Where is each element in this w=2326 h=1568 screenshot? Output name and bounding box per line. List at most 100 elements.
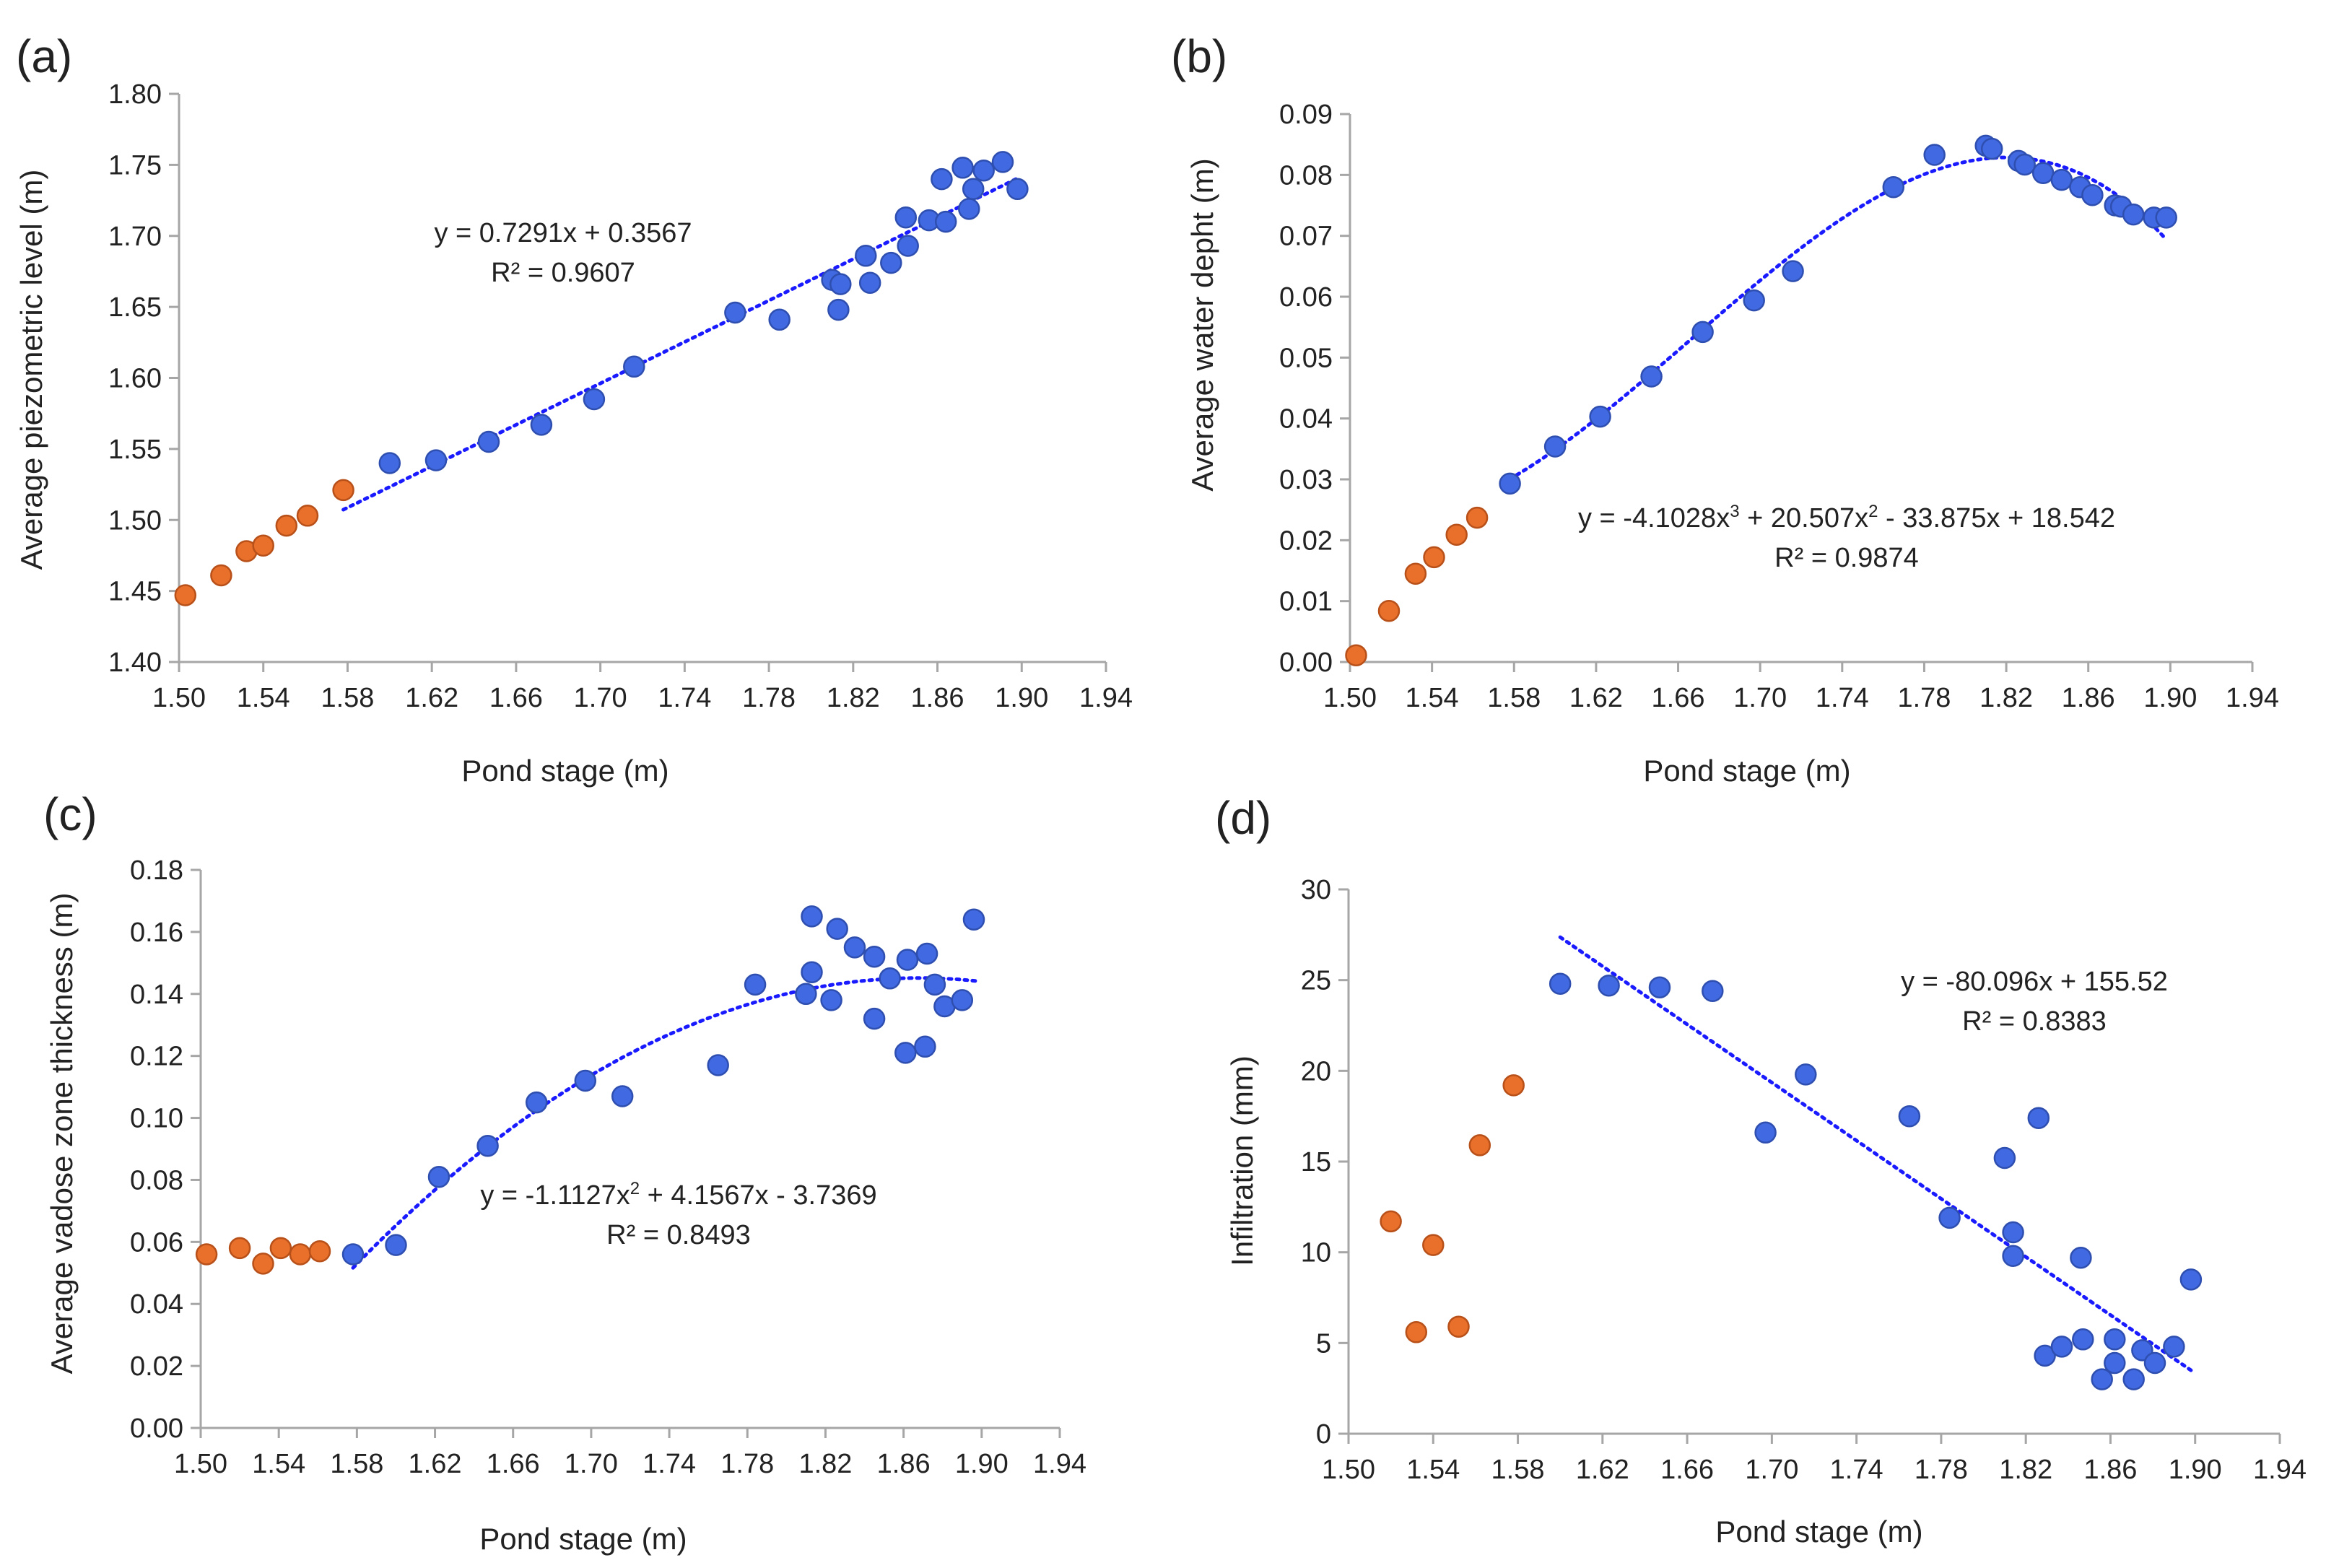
y-tick-label: 0.01 [1279, 587, 1333, 617]
data-point-post [2050, 1336, 2073, 1358]
panel-label: (c) [43, 788, 97, 840]
x-tick-label: 1.86 [2083, 1455, 2137, 1485]
data-point-post [1006, 178, 1029, 201]
y-axis-label: Infiltration (mm) [1225, 1055, 1259, 1266]
x-tick-label: 1.50 [1322, 1455, 1375, 1485]
data-point-post [863, 1007, 886, 1030]
data-point-post [991, 151, 1014, 173]
data-point-pre [269, 1237, 292, 1260]
x-tick-label: 1.74 [1816, 683, 1869, 713]
trend-r2: R² = 0.8383 [1962, 1006, 2107, 1037]
x-tick-label: 1.90 [995, 683, 1048, 713]
data-point-post [879, 967, 901, 990]
panel-d: (d) 1.50 1.54 1.58 1.62 1.66 1.70 1.74 1.78 1.82… [1215, 792, 2307, 1549]
eq-part: y = -4.1028x [1578, 503, 1730, 533]
y-tick-label: 0 [1316, 1419, 1331, 1450]
data-point-post [923, 973, 946, 996]
eq-exponent: 2 [1868, 502, 1878, 521]
data-point-pre [1404, 562, 1427, 585]
x-tick-label: 1.66 [1652, 683, 1705, 713]
y-tick-label: 0.04 [1279, 404, 1333, 435]
data-point-post [574, 1069, 597, 1092]
x-tick-label: 1.54 [1406, 1455, 1460, 1485]
data-point-post [2104, 1351, 2126, 1375]
data-point-post [915, 942, 938, 965]
x-tick-label: 1.74 [658, 683, 711, 713]
x-tick-label: 1.62 [409, 1449, 462, 1479]
data-point-pre [1422, 1234, 1445, 1256]
data-point-post [378, 452, 401, 474]
y-tick-label: 1.70 [108, 222, 162, 252]
data-point-post [724, 301, 746, 324]
data-point-pre [1380, 1210, 1402, 1233]
eq-part: - 33.875x + 18.542 [1878, 503, 2115, 533]
data-point-post [829, 273, 852, 295]
data-point-post [2163, 1336, 2185, 1358]
data-point-post [1743, 289, 1765, 312]
data-point-post [2155, 206, 2177, 229]
data-point-post [768, 308, 790, 331]
data-point-post [2034, 1344, 2056, 1367]
x-tick-label: 1.90 [955, 1449, 1009, 1479]
data-point-post [826, 918, 848, 940]
x-tick-label: 1.58 [1491, 1455, 1545, 1485]
data-point-post [477, 430, 500, 453]
data-point-pre [1445, 523, 1468, 546]
y-tick-label: 1.55 [108, 435, 162, 465]
y-tick-label: 0.02 [130, 1351, 183, 1382]
x-tick-label: 1.74 [1830, 1455, 1883, 1485]
data-point-post [525, 1091, 548, 1114]
x-tick-label: 1.50 [1323, 683, 1377, 713]
data-point-pre [1423, 546, 1445, 569]
data-point-post [2031, 162, 2055, 185]
y-tick-label: 0.05 [1279, 343, 1333, 373]
data-point-post [894, 1042, 917, 1064]
x-tick-label: 1.90 [2169, 1455, 2222, 1485]
data-point-post [801, 961, 823, 983]
y-tick-label: 0.04 [130, 1289, 183, 1320]
eq-exponent: 2 [630, 1179, 640, 1198]
y-tick-label: 5 [1316, 1328, 1331, 1359]
data-point-post [1499, 472, 1521, 495]
data-point-pre [1377, 599, 1401, 622]
x-tick-label: 1.86 [877, 1449, 931, 1479]
panel-b: (b) 1.50 1.54 1.58 1.62 1.66 1.70 1.74 1.78 1.82… [1171, 30, 2279, 788]
y-tick-label: 0.08 [1279, 160, 1333, 191]
x-tick-label: 1.90 [2143, 683, 2197, 713]
data-point-post [880, 251, 902, 274]
x-tick-label: 1.62 [1576, 1455, 1629, 1485]
panel-label: (b) [1171, 30, 1227, 82]
x-tick-label: 1.66 [487, 1449, 540, 1479]
data-point-post [2002, 1221, 2024, 1244]
data-point-post [931, 167, 953, 191]
data-point-pre [275, 514, 298, 537]
data-point-post [476, 1134, 499, 1157]
x-tick-label: 1.66 [489, 683, 543, 713]
y-tick-label: 1.75 [108, 150, 162, 180]
eq-part: + 20.507x [1740, 503, 1869, 533]
data-point-post [385, 1234, 407, 1256]
y-tick-label: 0.08 [130, 1165, 183, 1195]
x-tick-label: 1.78 [1897, 683, 1951, 713]
trend-equation: y = -80.096x + 155.52 [1901, 967, 2168, 997]
data-point-post [1923, 144, 1946, 166]
trend-line [1558, 935, 2193, 1372]
y-tick-label: 0.18 [130, 855, 183, 886]
data-point-post [855, 245, 877, 267]
data-point-post [858, 271, 881, 294]
x-tick-label: 1.86 [2062, 683, 2115, 713]
y-tick-label: 20 [1301, 1056, 1331, 1086]
data-point-pre [252, 534, 274, 557]
x-tick-label: 1.50 [152, 683, 206, 713]
data-point-pre [1465, 506, 1489, 529]
data-point-post [2179, 1268, 2203, 1291]
y-tick-label: 10 [1301, 1238, 1331, 1268]
data-point-post [958, 198, 980, 220]
y-tick-label: 1.80 [108, 79, 162, 110]
y-tick-label: 0.02 [1279, 526, 1333, 556]
data-point-pre [228, 1237, 251, 1260]
data-point-post [1702, 980, 1724, 1002]
x-tick-label: 1.94 [2226, 683, 2279, 713]
data-point-pre [1345, 644, 1367, 666]
data-point-post [1938, 1206, 1961, 1229]
